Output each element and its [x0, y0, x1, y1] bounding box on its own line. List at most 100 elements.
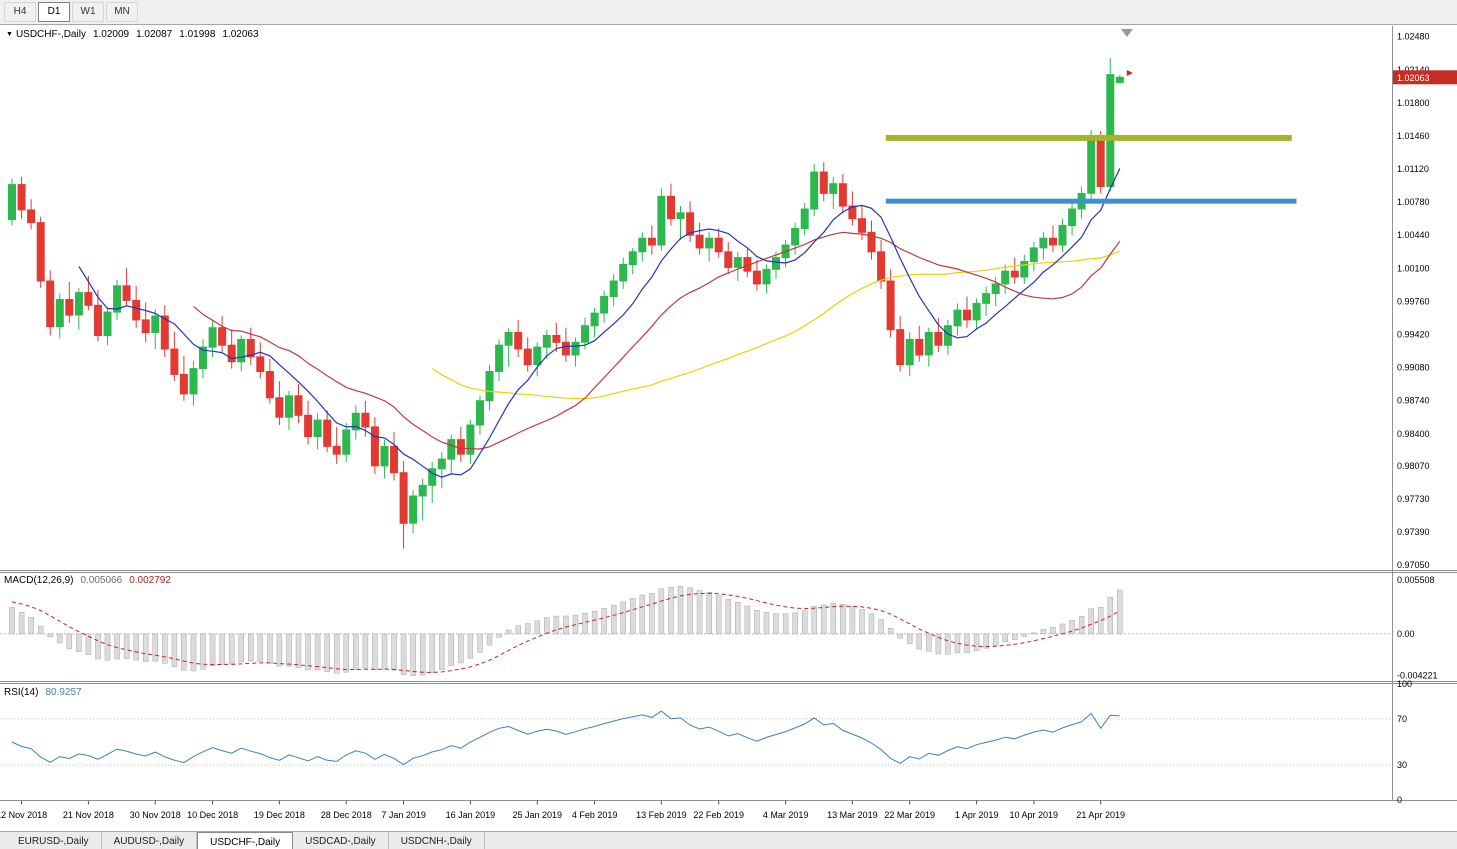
candle-body: [65, 299, 74, 316]
macd-histogram-bar: [228, 633, 235, 665]
macd-histogram-bar: [95, 633, 101, 660]
date-axis-label: 22 Feb 2019: [693, 810, 744, 820]
rsi-header: RSI(14) 80.9257: [4, 687, 82, 698]
macd-axis-label: 0.005508: [1397, 575, 1435, 585]
level-line-support-blue[interactable]: [885, 198, 1297, 204]
candle-body: [27, 209, 36, 224]
price-axis-label: 0.97730: [1397, 494, 1430, 504]
candle-body: [113, 285, 122, 313]
candle-body: [170, 348, 179, 375]
time-axis[interactable]: [0, 800, 1457, 831]
price-axis-label: 0.97050: [1397, 560, 1430, 570]
macd-histogram-bar: [801, 610, 808, 635]
price-axis-label: 0.98400: [1397, 429, 1430, 439]
macd-histogram-bar: [305, 633, 311, 671]
candle-body: [628, 251, 637, 266]
candle-body: [791, 227, 800, 246]
macd-histogram-bar: [582, 613, 588, 635]
macd-histogram-bar: [286, 633, 292, 667]
macd-histogram-bar: [887, 628, 894, 635]
ohlc-high: 1.02087: [136, 29, 173, 40]
macd-histogram-bar: [505, 629, 512, 635]
timeframe-button-h4[interactable]: H4: [4, 2, 36, 22]
candle-body: [695, 234, 704, 249]
candle-body: [237, 338, 246, 363]
candle-body: [877, 251, 886, 282]
macd-histogram-bar: [840, 604, 846, 635]
last-price-arrow-marker: [1126, 70, 1133, 77]
macd-histogram-bar: [219, 633, 225, 665]
macd-histogram-bar: [381, 633, 388, 670]
macd-histogram-bar: [926, 633, 932, 652]
macd-histogram-bar: [18, 612, 25, 635]
macd-histogram-bar: [314, 633, 321, 671]
chart-tabs-bar: EURUSD-,Daily AUDUSD-,Daily USDCHF-,Dail…: [0, 831, 1457, 849]
candle-body: [1087, 136, 1096, 194]
candle-body: [256, 356, 265, 372]
candle-body: [342, 429, 351, 455]
macd-histogram-bar: [677, 586, 684, 635]
macd-histogram-bar: [1117, 589, 1123, 635]
candle-body: [1115, 76, 1124, 84]
macd-histogram-bar: [906, 633, 913, 644]
macd-histogram-bar: [630, 598, 636, 635]
candle-body: [867, 231, 876, 253]
candle-body: [676, 212, 685, 220]
candle-body: [1001, 270, 1010, 285]
rsi-axis-label: 30: [1397, 760, 1407, 770]
macd-histogram-bar: [1050, 626, 1056, 635]
price-axis-label: 0.99420: [1397, 330, 1430, 340]
candle-body: [218, 327, 227, 346]
macd-histogram-bar: [992, 633, 999, 646]
rsi-line: [11, 710, 1120, 766]
candle-body: [752, 270, 761, 285]
macd-histogram-bar: [152, 633, 159, 662]
candle-body: [819, 171, 828, 194]
timeframe-button-d1[interactable]: D1: [38, 2, 70, 22]
level-line-resistance-green[interactable]: [885, 134, 1292, 141]
candle-body: [647, 237, 656, 246]
tab-usdcad[interactable]: USDCAD-,Daily: [293, 832, 389, 849]
tab-eurusd[interactable]: EURUSD-,Daily: [6, 832, 102, 849]
date-axis-label: 13 Feb 2019: [636, 810, 687, 820]
macd-histogram-bar: [123, 633, 130, 660]
macd-histogram-bar: [410, 633, 416, 676]
tab-usdcnh[interactable]: USDCNH-,Daily: [389, 832, 485, 849]
macd-histogram-bar: [133, 633, 139, 661]
macd-histogram-bar: [458, 633, 464, 664]
candle-body: [1096, 136, 1105, 187]
candle-body: [208, 327, 217, 348]
macd-histogram-bar: [696, 590, 703, 635]
date-axis-label: 28 Dec 2018: [321, 810, 372, 820]
candle-body: [84, 292, 93, 306]
price-axis-label: 1.01460: [1397, 131, 1430, 141]
candle-body: [141, 319, 150, 334]
macd-histogram-bar: [687, 587, 693, 635]
candle-body: [829, 183, 838, 194]
macd-histogram-bar: [333, 633, 340, 674]
price-axis[interactable]: [1392, 26, 1457, 800]
candle-body: [590, 312, 599, 327]
candle-body: [1049, 237, 1057, 246]
macd-histogram-bar: [190, 633, 197, 672]
price-axis-label: 1.01800: [1397, 98, 1430, 108]
tab-usdchf[interactable]: USDCHF-,Daily: [197, 832, 294, 849]
candle-body: [514, 332, 523, 350]
candle-body: [542, 335, 551, 348]
timeframe-button-mn[interactable]: MN: [106, 2, 138, 22]
chart-shift-marker[interactable]: [1121, 29, 1133, 37]
date-axis-label: 25 Jan 2019: [513, 810, 563, 820]
candle-body: [1068, 208, 1077, 226]
current-price-badge: [1393, 70, 1457, 85]
macd-histogram-bar: [448, 633, 455, 666]
macd-histogram-bar: [267, 633, 273, 664]
macd-histogram-bar: [668, 587, 674, 635]
price-axis-label: 1.01120: [1397, 164, 1429, 174]
candle-body: [17, 184, 26, 211]
timeframe-button-w1[interactable]: W1: [72, 2, 104, 22]
tab-audusd[interactable]: AUDUSD-,Daily: [102, 832, 198, 849]
candle-body: [428, 468, 437, 486]
macd-histogram-bar: [295, 633, 302, 668]
